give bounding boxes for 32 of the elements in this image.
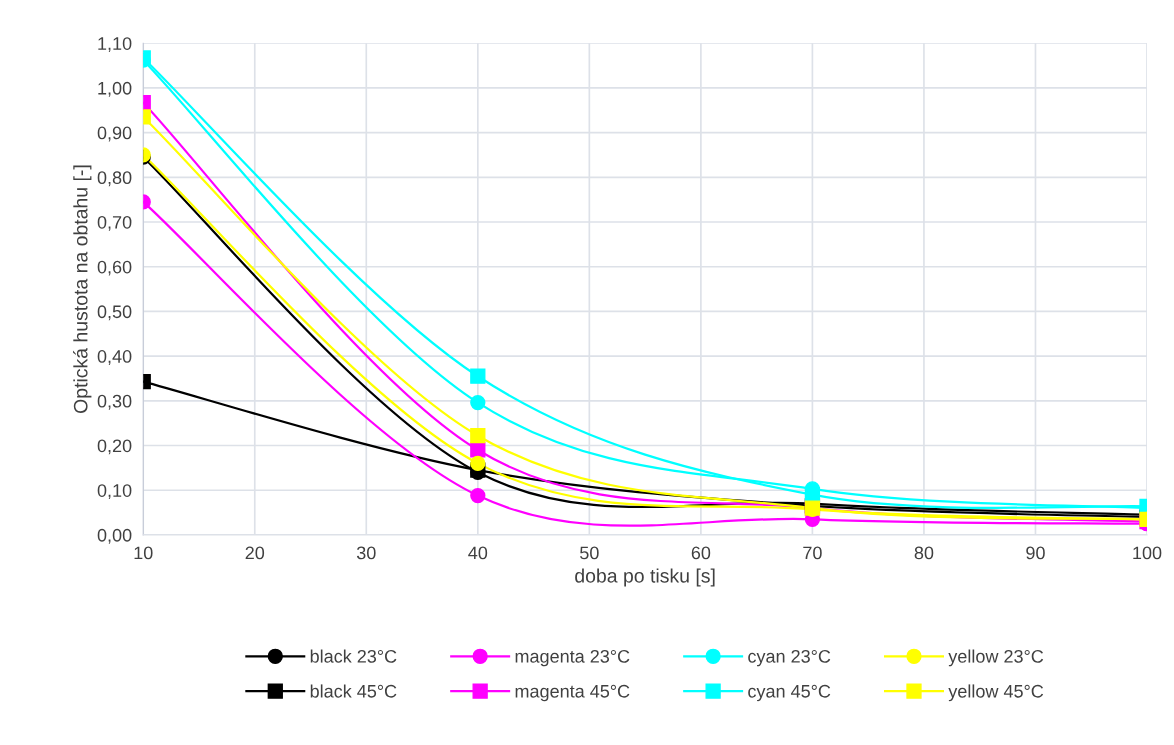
legend-label: yellow 45°C	[948, 684, 1044, 702]
x-tick-label: 40	[468, 546, 488, 560]
y-tick-label: 0,60	[97, 260, 132, 276]
x-tick-label: 90	[1026, 546, 1045, 560]
x-tick-label: 100	[1133, 546, 1162, 560]
x-tick-label: 50	[580, 546, 599, 560]
x-tick-label: 70	[803, 546, 822, 560]
x-tick-label: 30	[356, 546, 376, 560]
legend-label: black 45°C	[310, 684, 397, 698]
x-tick-label: 20	[245, 546, 265, 560]
y-tick-label: 0,20	[97, 439, 132, 455]
y-tick-label: 0,00	[97, 528, 132, 544]
legend-label: black 23°C	[310, 649, 397, 663]
legend-label: yellow 23°C	[948, 649, 1044, 667]
y-tick-label: 0,80	[97, 171, 132, 187]
y-axis-title: Optická hustota na obtahu [-]	[73, 165, 92, 413]
legend-label: magenta 23°C	[515, 649, 630, 667]
legend-label: magenta 45°C	[515, 684, 630, 702]
y-tick-label: 0,90	[97, 126, 132, 142]
legend-label: cyan 45°C	[748, 684, 831, 702]
y-tick-label: 1,10	[98, 37, 132, 53]
y-tick-label: 1,00	[98, 81, 132, 97]
y-tick-label: 0,40	[97, 350, 132, 365]
x-axis-title: doba po tisku [s]	[575, 568, 715, 587]
x-tick-label: 10	[134, 546, 153, 560]
y-tick-label: 0,50	[97, 305, 132, 321]
x-tick-label: 80	[914, 546, 934, 560]
legend-label: cyan 23°C	[748, 649, 831, 667]
y-tick-label: 0,30	[97, 394, 132, 410]
x-tick-label: 60	[691, 546, 711, 560]
y-tick-label: 0,70	[97, 215, 132, 231]
y-tick-label: 0,10	[97, 484, 132, 500]
